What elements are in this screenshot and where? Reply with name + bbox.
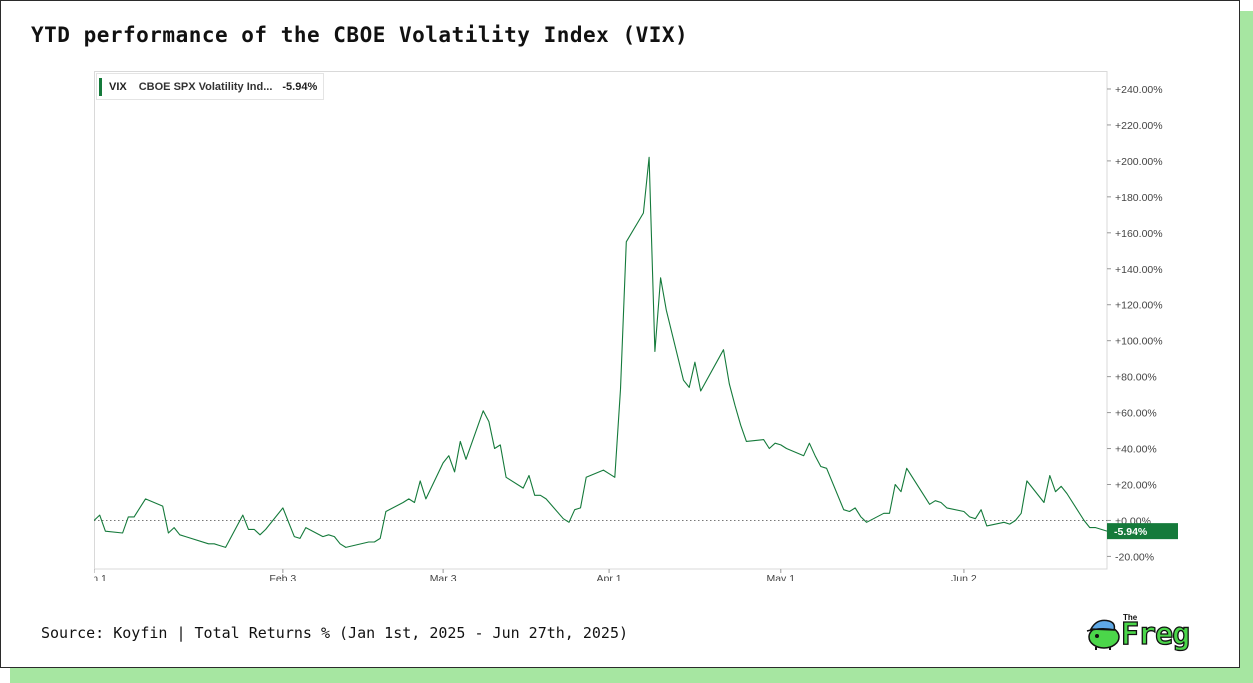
y-tick-label: +140.00% <box>1115 264 1163 276</box>
y-tick-label: +160.00% <box>1115 228 1163 240</box>
y-tick-label: +60.00% <box>1115 408 1157 420</box>
logo-small-text: The <box>1123 613 1138 622</box>
y-tick-label: +220.00% <box>1115 120 1163 132</box>
y-tick-label: -20.00% <box>1115 551 1154 563</box>
legend-series-name: CBOE SPX Volatility Ind... <box>138 80 273 93</box>
y-tick-label: +20.00% <box>1115 480 1157 492</box>
x-tick-label: Feb 3 <box>269 573 296 581</box>
y-tick-label: +240.00% <box>1115 84 1163 96</box>
legend-ticker: VIX <box>109 80 127 93</box>
plot-frame <box>94 71 1108 570</box>
y-tick-label: +80.00% <box>1115 372 1157 384</box>
last-value-label: -5.94% <box>1114 526 1148 538</box>
y-tick-label: +40.00% <box>1115 444 1157 456</box>
last-value-badge <box>1107 523 1178 540</box>
page-title: YTD performance of the CBOE Volatility I… <box>31 23 689 47</box>
legend-swatch <box>99 77 102 96</box>
chart-legend[interactable]: VIX CBOE SPX Volatility Ind... -5.94% <box>96 73 324 100</box>
x-tick-label: Jun 2 <box>951 573 977 581</box>
chart-card: YTD performance of the CBOE Volatility I… <box>0 0 1240 668</box>
x-tick-label: Jan 1 <box>94 573 107 581</box>
x-tick-label: Mar 3 <box>430 573 457 581</box>
source-caption: Source: Koyfin | Total Returns % (Jan 1s… <box>41 624 628 642</box>
y-tick-label: +100.00% <box>1115 336 1163 348</box>
chart-area: -20.00% +0.00% +20.00% +40.00% +60.00% +80.00… <box>94 71 1179 581</box>
series-line-vix <box>94 156 1108 548</box>
line-chart: -20.00%+0.00%+20.00%+40.00%+60.00%+80.00… <box>94 71 1178 581</box>
y-tick-label: +200.00% <box>1115 156 1163 168</box>
y-tick-label: +120.00% <box>1115 300 1163 312</box>
x-tick-label: Apr 1 <box>597 573 622 581</box>
legend-value: -5.94% <box>282 80 318 93</box>
logo-text: Freg <box>1120 616 1191 652</box>
x-tick-label: May 1 <box>766 573 795 581</box>
frog-mascot-icon <box>1086 619 1120 650</box>
y-tick-label: +180.00% <box>1115 192 1163 204</box>
freg-logo: The Freg <box>1083 613 1223 653</box>
